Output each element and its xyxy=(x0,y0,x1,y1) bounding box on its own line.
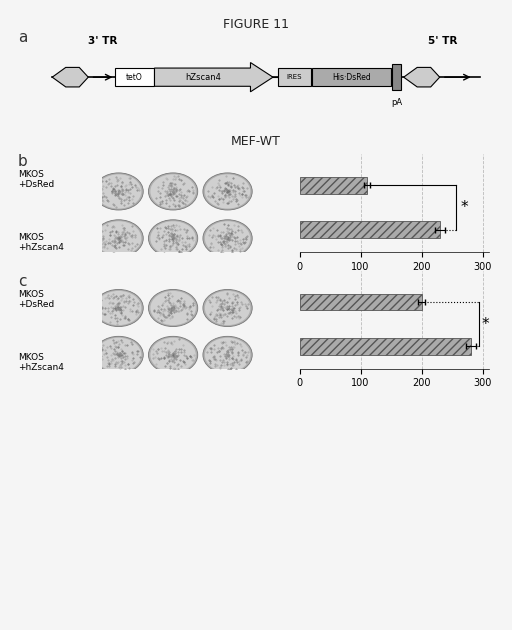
Text: 5' TR: 5' TR xyxy=(429,37,458,47)
Circle shape xyxy=(94,173,143,210)
Text: a: a xyxy=(18,30,28,45)
Circle shape xyxy=(148,173,198,210)
Bar xyxy=(312,68,391,86)
Text: His·DsRed: His·DsRed xyxy=(332,72,371,82)
Circle shape xyxy=(151,338,196,372)
Circle shape xyxy=(203,173,252,210)
Text: MEF-WT: MEF-WT xyxy=(231,135,281,148)
Circle shape xyxy=(205,221,250,255)
Circle shape xyxy=(148,220,198,257)
Circle shape xyxy=(151,291,196,325)
Bar xyxy=(278,68,311,86)
Text: tetO: tetO xyxy=(126,72,143,82)
Text: MKOS
+DsRed: MKOS +DsRed xyxy=(18,290,54,309)
Polygon shape xyxy=(155,62,273,92)
Circle shape xyxy=(96,338,141,372)
Bar xyxy=(115,68,154,86)
Bar xyxy=(392,64,400,90)
Text: IRES: IRES xyxy=(287,74,302,80)
Circle shape xyxy=(94,336,143,374)
Bar xyxy=(300,221,440,238)
Text: MKOS
+hZscan4: MKOS +hZscan4 xyxy=(18,353,64,372)
Bar xyxy=(300,338,471,355)
Circle shape xyxy=(94,220,143,257)
Text: MKOS
+hZscan4: MKOS +hZscan4 xyxy=(18,233,64,252)
Polygon shape xyxy=(403,67,440,87)
Text: b: b xyxy=(18,154,28,169)
Circle shape xyxy=(151,221,196,255)
Circle shape xyxy=(148,336,198,374)
Text: FIGURE 11: FIGURE 11 xyxy=(223,18,289,31)
Circle shape xyxy=(205,291,250,325)
Bar xyxy=(300,177,367,194)
Circle shape xyxy=(203,289,252,326)
Text: pA: pA xyxy=(391,98,402,107)
Text: hZscan4: hZscan4 xyxy=(185,72,221,82)
Circle shape xyxy=(205,175,250,209)
Circle shape xyxy=(96,291,141,325)
Text: *: * xyxy=(482,317,489,331)
Circle shape xyxy=(205,338,250,372)
Circle shape xyxy=(96,221,141,255)
Polygon shape xyxy=(52,67,88,87)
Text: MKOS
+DsRed: MKOS +DsRed xyxy=(18,170,54,189)
Text: c: c xyxy=(18,274,27,289)
Circle shape xyxy=(96,175,141,209)
Text: 3' TR: 3' TR xyxy=(88,37,118,47)
Circle shape xyxy=(151,175,196,209)
Circle shape xyxy=(148,289,198,326)
Bar xyxy=(300,294,422,311)
Circle shape xyxy=(94,289,143,326)
Circle shape xyxy=(203,220,252,257)
Text: *: * xyxy=(461,200,468,215)
Circle shape xyxy=(203,336,252,374)
